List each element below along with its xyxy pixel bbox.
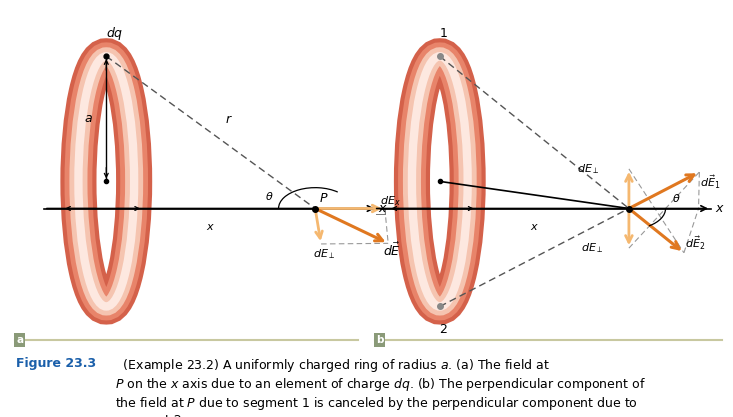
Text: $a$: $a$ <box>84 112 92 126</box>
Text: $P$: $P$ <box>320 191 328 205</box>
Text: $x$: $x$ <box>715 202 725 215</box>
Text: $d\vec{E}_1$: $d\vec{E}_1$ <box>700 173 721 191</box>
Text: $r$: $r$ <box>225 113 233 126</box>
Text: 2: 2 <box>440 323 447 336</box>
Text: $dE_{\perp}$: $dE_{\perp}$ <box>578 162 600 176</box>
Text: $dE_{\perp}$: $dE_{\perp}$ <box>314 247 336 261</box>
Text: a: a <box>16 335 23 345</box>
Text: $x$: $x$ <box>530 222 539 232</box>
Text: $dE_{\perp}$: $dE_{\perp}$ <box>581 241 603 255</box>
Text: b: b <box>376 335 383 345</box>
Text: $\theta$: $\theta$ <box>672 192 681 204</box>
Text: $dE_x$: $dE_x$ <box>380 194 401 208</box>
Text: $x$: $x$ <box>378 202 388 215</box>
Text: 1: 1 <box>440 27 447 40</box>
Text: $\theta$: $\theta$ <box>265 190 274 202</box>
Text: $d\vec{E}_2$: $d\vec{E}_2$ <box>685 235 705 252</box>
Text: $d\vec{E}$: $d\vec{E}$ <box>383 242 401 259</box>
Text: $dq$: $dq$ <box>106 25 124 42</box>
Text: Figure 23.3: Figure 23.3 <box>16 357 96 369</box>
Text: $x$: $x$ <box>206 222 216 232</box>
Text: (Example 23.2) A uniformly charged ring of radius $a$. (a) The field at
$P$ on t: (Example 23.2) A uniformly charged ring … <box>115 357 646 417</box>
